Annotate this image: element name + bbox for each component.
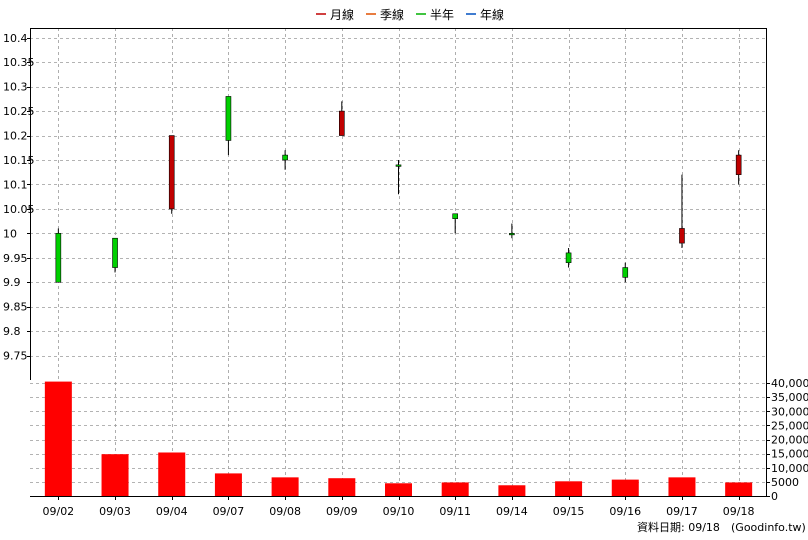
volume-bar: [271, 477, 299, 496]
candle-body: [225, 96, 232, 141]
price-tick-label: 9.85: [3, 301, 28, 314]
price-tick-label: 10.25: [3, 105, 35, 118]
volume-bar: [498, 485, 526, 496]
candle-body: [509, 233, 515, 236]
volume-tick-label: 25,000: [771, 419, 808, 432]
volume-tick-label: 30,000: [771, 405, 808, 418]
volume-bar: [441, 482, 469, 496]
x-tick-label: 09/03: [99, 505, 131, 518]
candle-body: [452, 213, 458, 219]
x-tick-label: 09/15: [553, 505, 585, 518]
axes: [27, 28, 770, 500]
price-tick-label: 9.75: [3, 350, 28, 363]
candle-body: [168, 135, 175, 210]
candle-body: [622, 267, 629, 278]
price-tick-label: 9.8: [3, 325, 21, 338]
volume-bar: [725, 482, 753, 496]
price-tick-label: 9.9: [3, 276, 21, 289]
price-tick-label: 10.1: [3, 178, 28, 191]
price-tick-label: 10.05: [3, 203, 35, 216]
price-candles: [55, 96, 742, 283]
legend-label: 季線: [380, 7, 404, 22]
volume-bar: [668, 477, 696, 496]
candle-body: [395, 164, 402, 167]
volume-tick-label: 15,000: [771, 448, 808, 461]
volume-tick-label: 5000: [771, 476, 799, 489]
x-tick-label: 09/04: [156, 505, 188, 518]
x-tick-label: 09/08: [269, 505, 301, 518]
footer-date: 資料日期: 09/18: [637, 520, 720, 534]
legend-label: 月線: [330, 7, 354, 22]
x-tick-label: 09/07: [213, 505, 245, 518]
legend-label: 半年: [430, 8, 454, 22]
volume-bar: [555, 481, 583, 496]
volume-bar: [328, 478, 356, 496]
price-tick-label: 10.3: [3, 81, 28, 94]
price-tick-label: 10: [3, 227, 17, 240]
x-tick-label: 09/02: [42, 505, 74, 518]
x-tick-label: 09/18: [723, 505, 755, 518]
candle-body: [679, 228, 685, 244]
volume-grid: [30, 383, 767, 483]
candle-body: [112, 237, 118, 268]
volume-bar: [385, 483, 412, 496]
volume-bar: [158, 452, 186, 496]
volume-bar: [44, 381, 72, 496]
x-tick-label: 09/09: [326, 505, 358, 518]
price-tick-label: 10.4: [3, 32, 28, 45]
price-tick-label: 10.2: [3, 130, 28, 143]
volume-bars: [44, 381, 753, 496]
x-tick-label: 09/16: [609, 505, 641, 518]
volume-bar: [214, 473, 242, 496]
candle-body: [282, 154, 288, 161]
tick-labels: 9.75 9.8 9.85 9.9 9.95 10 10.05 10.1 10.15 10.2 10…: [3, 32, 808, 518]
candle-body: [565, 252, 572, 263]
candle-body: [339, 110, 345, 136]
price-tick-label: 9.95: [3, 252, 28, 265]
x-tick-label: 09/11: [439, 505, 471, 518]
legend: 月線 季線 半年 年線: [316, 7, 504, 22]
volume-bar: [101, 454, 129, 496]
volume-tick-label: 10,000: [771, 462, 808, 475]
volume-tick-label: 0: [771, 490, 778, 503]
volume-tick-label: 40,000: [771, 377, 808, 390]
candle-body: [55, 233, 62, 283]
volume-tick-label: 35,000: [771, 391, 808, 404]
footer-source: (Goodinfo.tw): [731, 521, 806, 534]
x-tick-label: 09/17: [666, 505, 698, 518]
price-tick-label: 10.15: [3, 154, 35, 167]
x-tick-label: 09/14: [496, 505, 528, 518]
price-tick-label: 10.35: [3, 56, 35, 69]
volume-tick-label: 20,000: [771, 434, 808, 447]
volume-bar: [611, 479, 639, 496]
legend-label: 年線: [480, 7, 504, 22]
candle-body: [735, 154, 742, 175]
x-tick-label: 09/10: [383, 505, 415, 518]
